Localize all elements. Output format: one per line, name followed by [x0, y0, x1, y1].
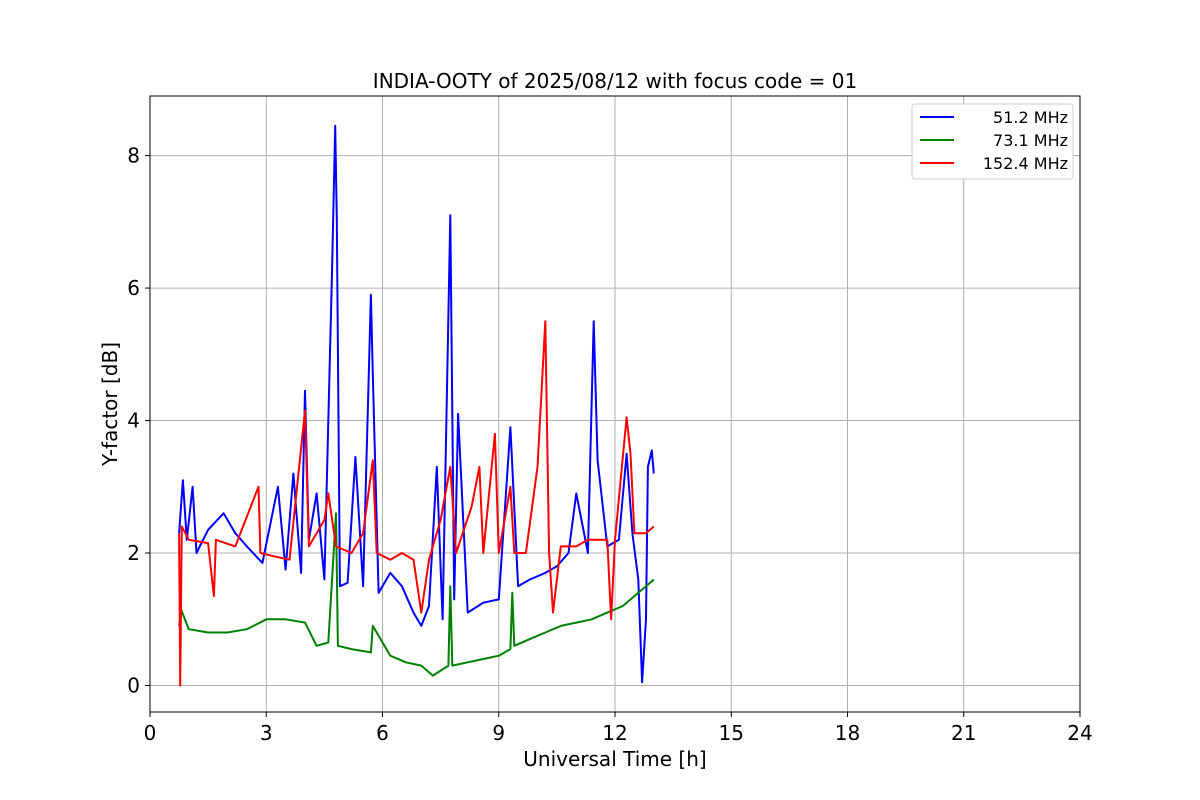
x-axis-title: Universal Time [h] [523, 747, 706, 771]
y-tick-label: 8 [127, 144, 140, 168]
series-layer [178, 124, 655, 687]
series-line-51-2-mhz [178, 124, 655, 684]
series-line-152-4-mhz [178, 320, 655, 687]
y-tick-label: 4 [127, 409, 140, 433]
legend: 51.2 MHz 73.1 MHz 152.4 MHz [911, 103, 1074, 180]
legend-label: 152.4 MHz [983, 154, 1068, 173]
x-tick-label: 21 [951, 721, 976, 745]
x-tick-label: 6 [376, 721, 389, 745]
y-tick-label: 2 [127, 541, 140, 565]
x-tick-label: 18 [835, 721, 860, 745]
legend-label: 51.2 MHz [993, 108, 1068, 127]
series-line-73-1-mhz [178, 512, 655, 677]
y-axis: 0 2 4 6 8 [127, 144, 150, 698]
x-tick-label: 12 [602, 721, 627, 745]
y-axis-title: Y-factor [dB] [98, 342, 122, 467]
x-axis: 0 3 6 9 12 15 18 21 24 [144, 712, 1093, 745]
y-tick-label: 0 [127, 674, 140, 698]
chart-title: INDIA-OOTY of 2025/08/12 with focus code… [373, 69, 857, 93]
y-tick-label: 6 [127, 276, 140, 300]
x-tick-label: 0 [144, 721, 157, 745]
x-tick-label: 3 [260, 721, 273, 745]
x-tick-label: 24 [1067, 721, 1092, 745]
x-tick-label: 9 [492, 721, 505, 745]
legend-box [911, 103, 1074, 180]
legend-label: 73.1 MHz [993, 131, 1068, 150]
x-tick-label: 15 [719, 721, 744, 745]
